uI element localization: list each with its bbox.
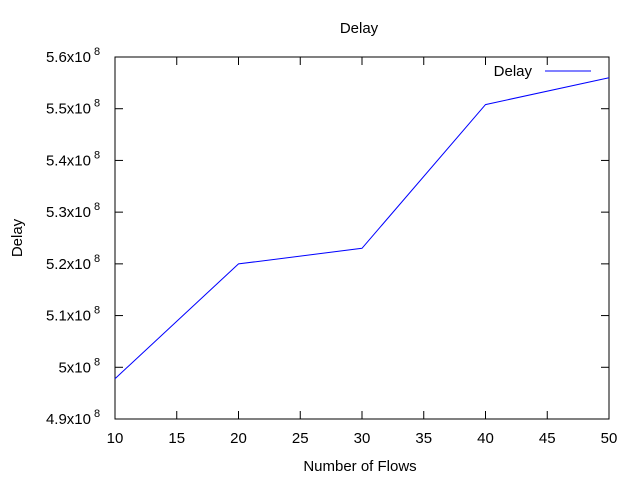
series-layer: [114, 77, 610, 380]
x-tick-label: 40: [477, 430, 494, 447]
x-tick-label: 25: [292, 430, 309, 447]
y-tick-exponent: 8: [94, 356, 100, 368]
series-line-delay: [114, 77, 610, 380]
y-tick-label: 5x10: [58, 359, 91, 376]
y-tick-label: 5.6x10: [46, 49, 91, 66]
y-tick-exponent: 8: [94, 201, 100, 213]
x-tick-label: 50: [601, 430, 618, 447]
y-tick-exponent: 8: [94, 149, 100, 161]
x-tick-label: 30: [354, 430, 371, 447]
x-axis-label: Number of Flows: [303, 458, 416, 475]
x-tick-label: 10: [107, 430, 124, 447]
legend: Delay: [494, 63, 591, 80]
chart-title: Delay: [340, 20, 379, 37]
y-tick-exponent: 8: [94, 46, 100, 58]
y-tick-label: 5.5x10: [46, 101, 91, 118]
y-axis-label: Delay: [9, 218, 26, 257]
legend-label-delay: Delay: [494, 63, 533, 80]
y-tick-label: 5.3x10: [46, 204, 91, 221]
y-tick-exponent: 8: [94, 253, 100, 265]
x-tick-label: 15: [168, 430, 185, 447]
x-tick-label: 20: [230, 430, 247, 447]
plot-frame: [114, 56, 610, 420]
y-tick-label: 5.1x10: [46, 308, 91, 325]
x-tick-label: 35: [415, 430, 432, 447]
y-tick-label: 4.9x10: [46, 411, 91, 428]
y-tick-exponent: 8: [94, 408, 100, 420]
y-tick-label: 5.2x10: [46, 256, 91, 273]
y-tick-exponent: 8: [94, 98, 100, 110]
x-tick-label: 45: [539, 430, 556, 447]
y-tick-exponent: 8: [94, 305, 100, 317]
y-tick-label: 5.4x10: [46, 152, 91, 169]
